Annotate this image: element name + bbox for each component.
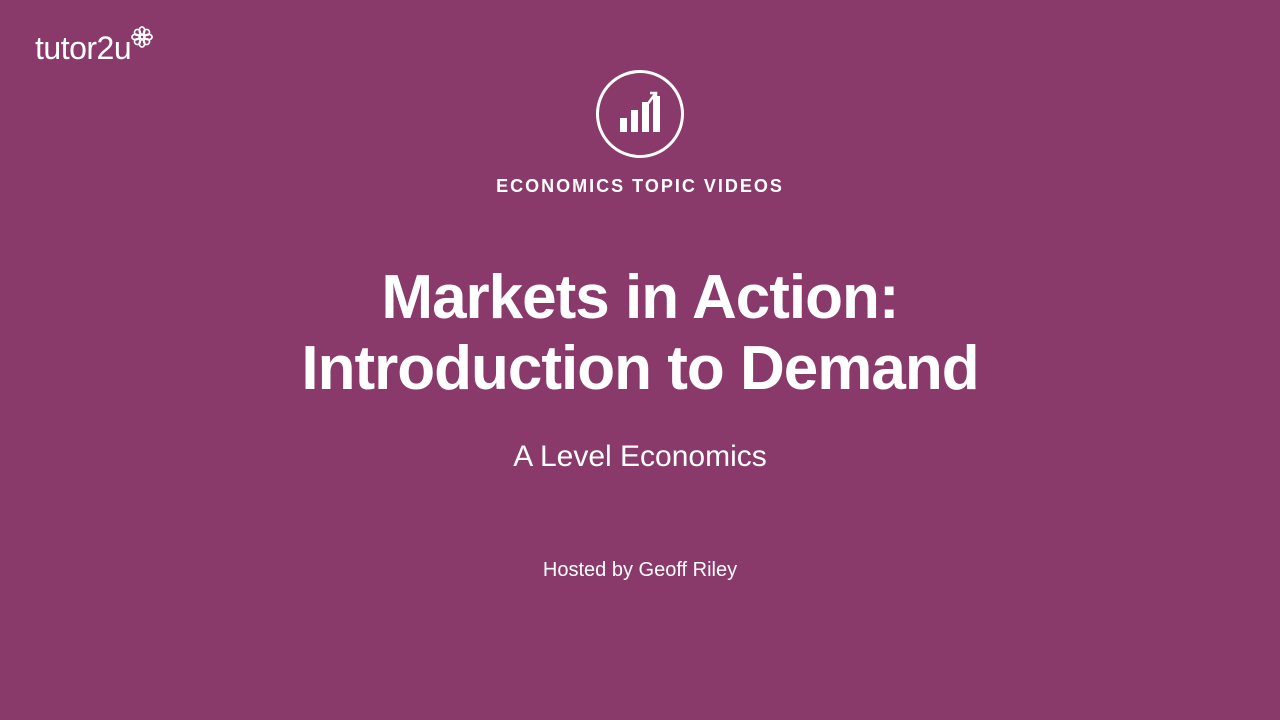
bar [620, 118, 627, 132]
title-line-2: Introduction to Demand [301, 333, 978, 404]
main-title: Markets in Action: Introduction to Deman… [301, 262, 978, 405]
flower-icon [131, 26, 153, 48]
bar [631, 110, 638, 132]
host-credit: Hosted by Geoff Riley [543, 559, 737, 582]
logo-text: tutor2u [35, 30, 131, 67]
subtitle: A Level Economics [513, 440, 766, 474]
chart-icon [596, 70, 684, 158]
arrow-up-icon [645, 91, 659, 107]
title-line-1: Markets in Action: [301, 262, 978, 333]
category-label: ECONOMICS TOPIC VIDEOS [496, 176, 784, 197]
video-title-slide: tutor2u ECONOMICS TO [0, 0, 1280, 720]
brand-logo: tutor2u [35, 30, 153, 67]
